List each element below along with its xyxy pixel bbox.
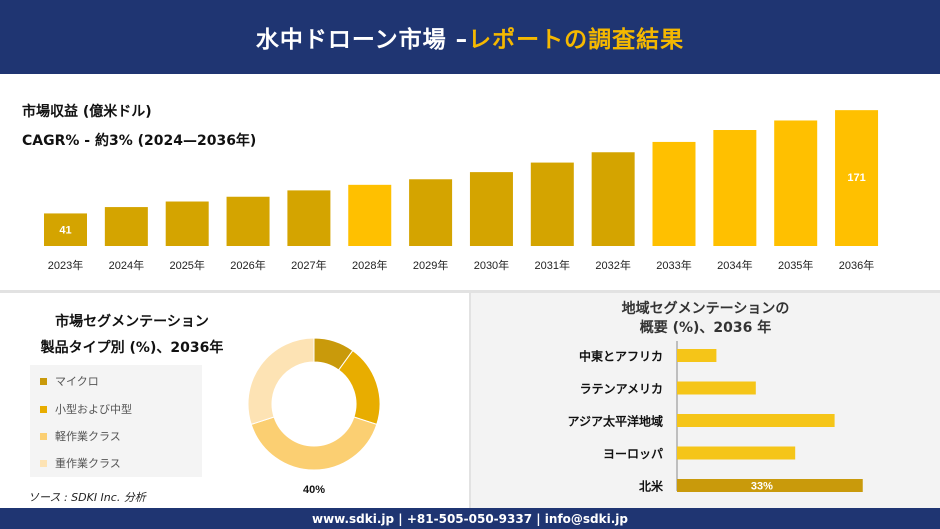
revenue-bar bbox=[469, 172, 513, 246]
region-bar bbox=[677, 381, 756, 395]
contact-footer: www.sdki.jp | +81-505-050-9337 | info@sd… bbox=[0, 508, 940, 529]
year-tick-label: 2028年 bbox=[352, 258, 387, 272]
legend-item-micro: マイクロ bbox=[40, 373, 99, 389]
region-bar bbox=[677, 446, 796, 460]
year-tick-label: 2026年 bbox=[230, 258, 265, 272]
legend-item-light-work: 軽作業クラス bbox=[40, 428, 121, 444]
donut-slice bbox=[250, 416, 378, 471]
product-segment-panel: 市場セグメンテーション 製品タイプ別 (%)、2036年 マイクロ 小型および中… bbox=[0, 293, 469, 508]
year-tick-label: 2036年 bbox=[839, 258, 874, 272]
revenue-bar bbox=[835, 110, 879, 247]
legend-label: 重作業クラス bbox=[55, 457, 121, 470]
region-title-line2: 概要 (%)、2036 年 bbox=[639, 320, 772, 336]
region-category-label: 北米 bbox=[639, 479, 664, 494]
revenue-bar bbox=[530, 162, 574, 246]
donut-slice bbox=[247, 337, 315, 426]
report-title-accent: レポートの調査結果 bbox=[468, 27, 685, 53]
revenue-bar bbox=[591, 152, 635, 246]
segment-title-line2: 製品タイプ別 (%)、2036年 bbox=[40, 340, 224, 356]
year-tick-label: 2035年 bbox=[778, 258, 813, 272]
revenue-bar bbox=[165, 201, 209, 246]
footer-contact-text: www.sdki.jp | +81-505-050-9337 | info@sd… bbox=[311, 511, 628, 526]
year-tick-label: 2024年 bbox=[109, 258, 144, 272]
year-tick-label: 2027年 bbox=[291, 258, 326, 272]
product-donut-chart: 40% bbox=[247, 337, 381, 496]
region-data-label: 33% bbox=[751, 481, 773, 493]
source-note: ソース : SDKI Inc. 分析 bbox=[28, 491, 146, 504]
revenue-bar bbox=[226, 196, 270, 246]
report-title-main: 水中ドローン市場 – bbox=[255, 27, 469, 53]
year-tick-label: 2023年 bbox=[48, 258, 83, 272]
legend-item-small-medium: 小型および中型 bbox=[40, 401, 132, 417]
revenue-bar bbox=[774, 120, 818, 246]
revenue-bar bbox=[44, 213, 87, 246]
revenue-data-label: 41 bbox=[59, 225, 71, 237]
region-bar bbox=[677, 479, 863, 492]
legend-label: 軽作業クラス bbox=[55, 430, 121, 443]
region-category-label: ラテンアメリカ bbox=[580, 382, 663, 396]
report-title: 水中ドローン市場 –レポートの調査結果 bbox=[256, 20, 684, 54]
legend-label: 小型および中型 bbox=[55, 403, 132, 416]
year-tick-label: 2029年 bbox=[413, 258, 448, 272]
year-tick-label: 2030年 bbox=[474, 258, 509, 272]
revenue-panel: 2023年 41 2024年 2025年 2026年 2027年 2028年 2029年 203… bbox=[0, 74, 940, 290]
revenue-label: 市場収益 (億米ドル) bbox=[22, 104, 152, 120]
revenue-bar bbox=[713, 130, 757, 246]
segment-legend bbox=[30, 365, 202, 477]
revenue-bar bbox=[409, 179, 453, 246]
revenue-bar-chart: 2023年 41 2024年 2025年 2026年 2027年 2028年 2029年 203… bbox=[44, 110, 879, 272]
report-header: 水中ドローン市場 –レポートの調査結果 bbox=[0, 0, 940, 74]
revenue-bar bbox=[104, 207, 148, 246]
section-divider bbox=[0, 290, 940, 293]
year-tick-label: 2033年 bbox=[656, 258, 691, 272]
region-category-label: 中東とアフリカ bbox=[579, 349, 663, 364]
donut-slice bbox=[337, 349, 381, 426]
legend-swatch bbox=[40, 432, 47, 440]
year-tick-label: 2032年 bbox=[595, 258, 630, 272]
revenue-data-label: 171 bbox=[847, 172, 865, 184]
legend-label: マイクロ bbox=[55, 375, 99, 388]
region-segment-panel: 地域セグメンテーションの 概要 (%)、2036 年 中東とアフリカ ラテンアメリ… bbox=[471, 293, 940, 508]
region-bar bbox=[677, 414, 835, 427]
revenue-bar bbox=[652, 141, 696, 246]
revenue-bar bbox=[287, 190, 331, 246]
revenue-bar bbox=[348, 184, 392, 246]
legend-item-heavy-work: 重作業クラス bbox=[40, 455, 121, 471]
segment-title-line1: 市場セグメンテーション bbox=[55, 314, 209, 330]
legend-swatch bbox=[40, 377, 47, 385]
year-tick-label: 2025年 bbox=[169, 258, 204, 272]
cagr-label: CAGR% - 約3% (2024—2036年) bbox=[22, 133, 257, 149]
year-tick-label: 2034年 bbox=[717, 258, 752, 272]
donut-data-label: 40% bbox=[303, 484, 325, 496]
panel-divider bbox=[469, 293, 471, 508]
region-category-label: アジア太平洋地域 bbox=[567, 414, 663, 429]
legend-swatch bbox=[40, 459, 47, 467]
year-tick-label: 2031年 bbox=[535, 258, 570, 272]
region-category-label: ヨーロッパ bbox=[603, 447, 663, 461]
region-title-line1: 地域セグメンテーションの bbox=[621, 301, 790, 317]
region-bar bbox=[677, 349, 717, 362]
legend-swatch bbox=[40, 405, 47, 413]
